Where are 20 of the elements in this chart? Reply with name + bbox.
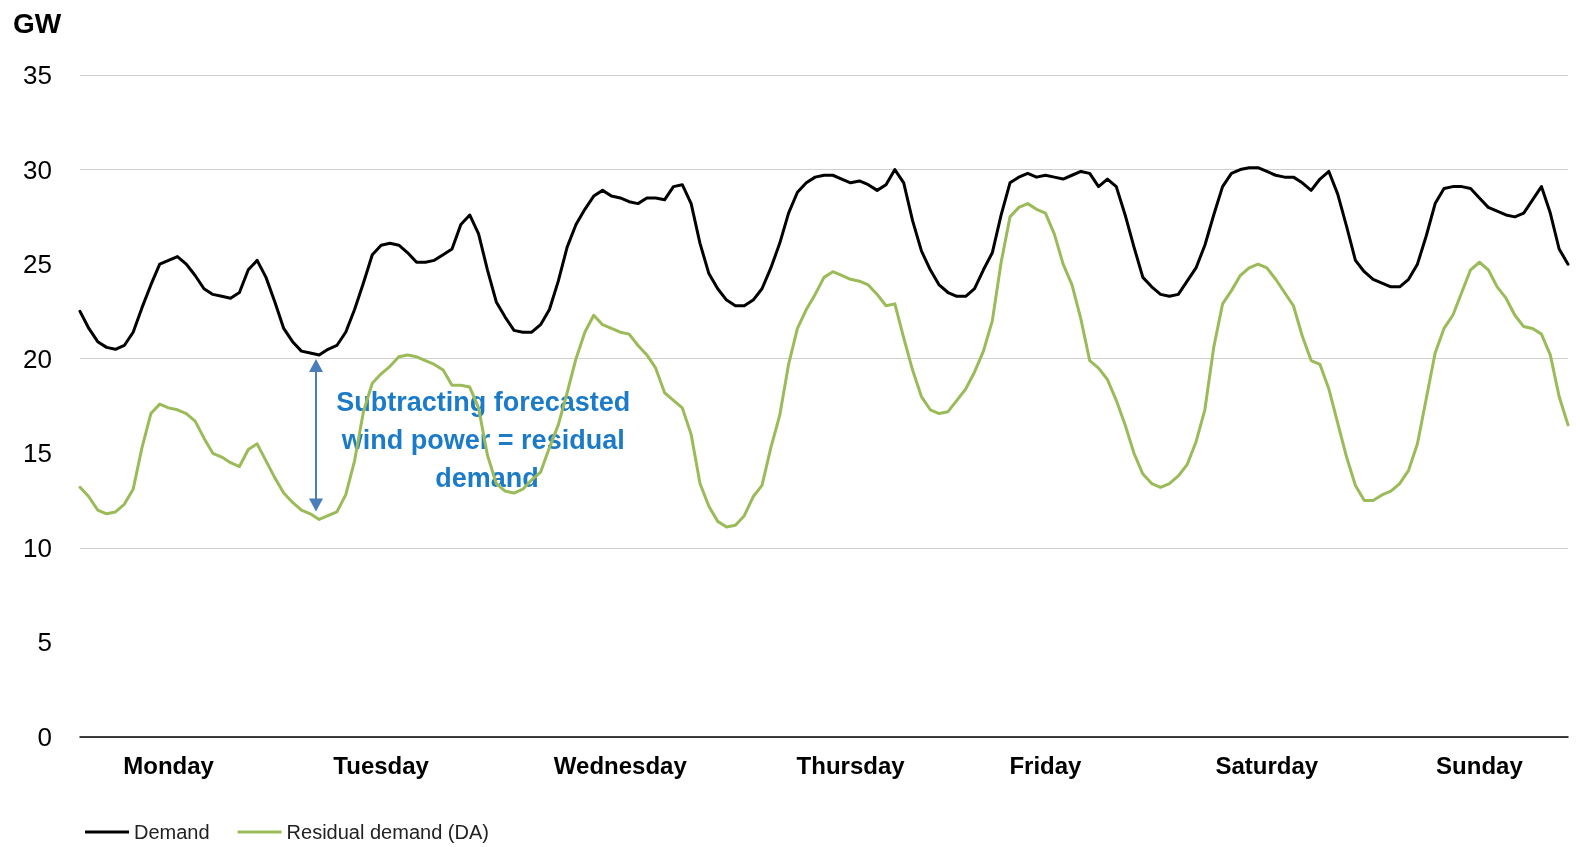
legend-label: Residual demand (DA)	[286, 821, 489, 843]
y-tick-label: 5	[37, 627, 52, 658]
y-tick-label: 25	[23, 249, 52, 280]
y-axis-title: GW	[13, 7, 62, 39]
y-tick-label: 0	[37, 722, 52, 752]
y-tick-label: 15	[23, 438, 52, 469]
line-series	[78, 166, 1570, 357]
x-tick-label: Saturday	[1215, 751, 1319, 779]
y-tick-label: 35	[23, 60, 52, 90]
y-tick-label: 10	[23, 532, 52, 563]
x-tick-label: Tuesday	[333, 751, 430, 779]
y-tick-label: 20	[23, 343, 52, 374]
line-series	[78, 202, 1570, 529]
x-tick-label: Monday	[123, 751, 215, 779]
x-tick-label: Friday	[1009, 751, 1083, 779]
x-tick-label: Wednesday	[553, 751, 688, 779]
x-tick-label: Thursday	[796, 751, 906, 779]
y-tick-label: 30	[23, 154, 52, 185]
x-tick-label: Sunday	[1436, 751, 1524, 779]
legend-label: Demand	[134, 821, 210, 843]
